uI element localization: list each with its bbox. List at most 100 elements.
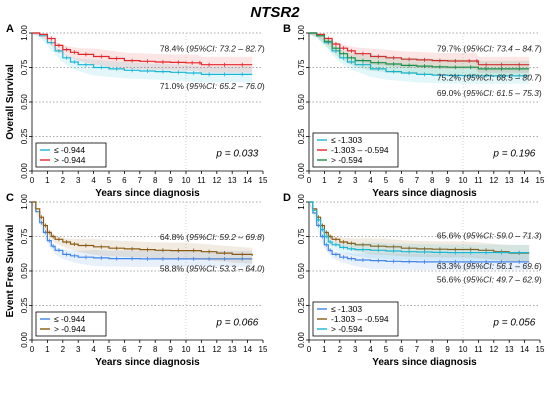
y-tick-label: 0.25 bbox=[297, 128, 306, 144]
panel-label: A bbox=[6, 23, 14, 35]
x-tick-label: 14 bbox=[243, 176, 252, 185]
series-line bbox=[32, 32, 253, 66]
legend-label: > -0.594 bbox=[331, 155, 363, 165]
x-tick-label: 10 bbox=[182, 345, 191, 354]
panel-label: B bbox=[283, 23, 291, 35]
y-tick-label: 1.00 bbox=[20, 25, 29, 41]
confidence-band bbox=[309, 33, 530, 84]
legend bbox=[312, 301, 399, 337]
legend-label: -1.303 – -0.594 bbox=[331, 145, 389, 155]
confidence-band bbox=[32, 202, 253, 264]
x-tick-label: 0 bbox=[30, 345, 35, 354]
x-tick-label: 11 bbox=[197, 176, 206, 185]
x-tick-label: 2 bbox=[338, 176, 343, 185]
x-tick-label: 15 bbox=[536, 345, 545, 354]
x-tick-label: 1 bbox=[45, 176, 50, 185]
legend-label: > -0.944 bbox=[54, 324, 86, 334]
x-tick-label: 9 bbox=[168, 345, 173, 354]
survival-estimate: 56.6% (95%CI: 49.7 – 62.9) bbox=[437, 275, 542, 285]
x-axis-label: Years since diagnosis bbox=[372, 357, 477, 368]
x-tick-label: 9 bbox=[168, 176, 173, 185]
x-tick-label: 9 bbox=[445, 176, 450, 185]
panel-a: A0.000.250.500.751.000 1 2 3 4 5 6 7 8 9 10 11 12 13 1… bbox=[5, 23, 268, 199]
series-line bbox=[309, 32, 530, 70]
confidence-band bbox=[32, 33, 253, 83]
p-value: p = 0.196 bbox=[492, 149, 535, 160]
x-tick-label: 5 bbox=[384, 176, 389, 185]
x-tick-label: 0 bbox=[307, 345, 312, 354]
series-line bbox=[309, 201, 530, 254]
legend bbox=[312, 132, 399, 168]
x-axis-label: Years since diagnosis bbox=[95, 188, 200, 199]
x-tick-label: 15 bbox=[536, 176, 545, 185]
figure-title: NTSR2 bbox=[250, 4, 300, 21]
x-tick-label: 1 bbox=[45, 345, 50, 354]
x-tick-label: 11 bbox=[474, 176, 483, 185]
x-tick-label: 13 bbox=[505, 176, 514, 185]
x-tick-label: 11 bbox=[474, 345, 483, 354]
x-tick-label: 3 bbox=[76, 176, 81, 185]
x-tick-label: 2 bbox=[61, 176, 66, 185]
y-tick-label: 1.00 bbox=[297, 25, 306, 41]
legend-label: ≤ -0.944 bbox=[54, 314, 85, 324]
confidence-band bbox=[309, 202, 530, 262]
y-tick-label: 0.50 bbox=[20, 263, 29, 279]
x-tick-label: 9 bbox=[445, 345, 450, 354]
y-tick-label: 0.25 bbox=[20, 297, 29, 313]
y-tick-label: 0.75 bbox=[20, 228, 29, 244]
x-tick-label: 8 bbox=[430, 345, 435, 354]
survival-estimate: 58.8% (95%CI: 53.3 – 64.0) bbox=[160, 264, 265, 274]
y-tick-label: 0.75 bbox=[297, 228, 306, 244]
survival-estimate: 75.2% (95%CI: 68.5 – 80.7) bbox=[437, 73, 542, 83]
x-tick-label: 15 bbox=[259, 345, 268, 354]
x-tick-label: 3 bbox=[353, 176, 358, 185]
x-tick-label: 5 bbox=[107, 176, 112, 185]
series-line bbox=[309, 201, 530, 254]
y-tick-label: 0.50 bbox=[20, 94, 29, 110]
x-tick-label: 8 bbox=[153, 176, 158, 185]
x-tick-label: 7 bbox=[138, 176, 143, 185]
x-tick-label: 8 bbox=[430, 176, 435, 185]
y-axis-label: Overall Survival bbox=[5, 64, 16, 140]
y-tick-label: 0.25 bbox=[297, 297, 306, 313]
confidence-band bbox=[309, 202, 530, 270]
x-tick-label: 1 bbox=[322, 345, 327, 354]
survival-estimate: 64.8% (95%CI: 59.2 – 69.8) bbox=[160, 232, 265, 242]
x-tick-label: 2 bbox=[338, 345, 343, 354]
x-tick-label: 12 bbox=[212, 345, 221, 354]
y-tick-label: 1.00 bbox=[297, 194, 306, 210]
x-tick-label: 0 bbox=[30, 176, 35, 185]
panel-label: D bbox=[283, 192, 291, 204]
y-tick-label: 0.50 bbox=[297, 263, 306, 279]
confidence-band bbox=[309, 202, 530, 261]
legend bbox=[35, 311, 107, 337]
legend-label: > -0.594 bbox=[331, 324, 363, 334]
panel-c: C0.000.250.500.751.000 1 2 3 4 5 6 7 8 9 10 11 12 13 1… bbox=[5, 192, 268, 368]
x-tick-label: 10 bbox=[459, 176, 468, 185]
confidence-band bbox=[32, 202, 253, 267]
y-tick-label: 0.00 bbox=[297, 332, 306, 348]
y-tick-label: 0.00 bbox=[20, 332, 29, 348]
y-tick-label: 0.50 bbox=[297, 94, 306, 110]
x-axis-label: Years since diagnosis bbox=[372, 188, 477, 199]
legend-label: ≤ -1.303 bbox=[331, 135, 362, 145]
x-tick-label: 4 bbox=[368, 176, 373, 185]
x-tick-label: 3 bbox=[353, 345, 358, 354]
p-value: p = 0.033 bbox=[215, 149, 258, 160]
x-tick-label: 12 bbox=[489, 345, 498, 354]
y-tick-label: 0.75 bbox=[20, 59, 29, 75]
x-tick-label: 7 bbox=[138, 345, 143, 354]
x-tick-label: 14 bbox=[520, 345, 529, 354]
x-tick-label: 2 bbox=[61, 345, 66, 354]
x-tick-label: 4 bbox=[91, 176, 96, 185]
x-tick-label: 4 bbox=[368, 345, 373, 354]
p-value: p = 0.066 bbox=[215, 318, 258, 329]
panel-label: C bbox=[6, 192, 14, 204]
series-line bbox=[309, 32, 530, 66]
y-tick-label: 0.75 bbox=[297, 59, 306, 75]
x-tick-label: 14 bbox=[520, 176, 529, 185]
x-tick-label: 13 bbox=[228, 345, 237, 354]
legend-label: ≤ -0.944 bbox=[54, 145, 85, 155]
x-tick-label: 10 bbox=[459, 345, 468, 354]
x-tick-label: 12 bbox=[212, 176, 221, 185]
